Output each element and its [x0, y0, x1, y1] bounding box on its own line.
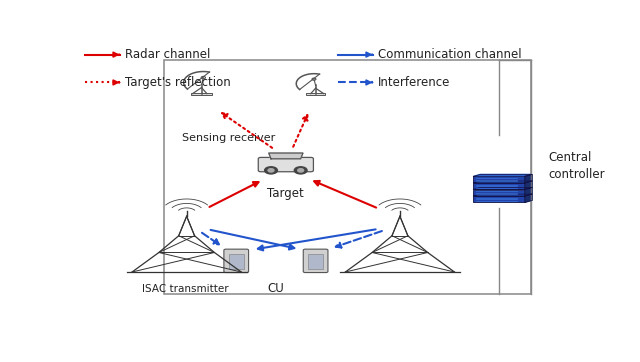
Polygon shape [525, 174, 532, 183]
Text: Sensing receiver: Sensing receiver [182, 133, 275, 143]
Bar [474, 190, 525, 196]
Polygon shape [474, 194, 532, 196]
Text: Target's reflection: Target's reflection [125, 76, 230, 89]
Bar [474, 183, 525, 189]
Polygon shape [525, 194, 532, 202]
Text: Target: Target [268, 188, 304, 201]
Circle shape [298, 169, 303, 172]
Bar [308, 254, 323, 269]
FancyBboxPatch shape [303, 249, 328, 273]
Text: ISAC transmitter: ISAC transmitter [142, 284, 228, 294]
Polygon shape [269, 153, 303, 159]
Polygon shape [474, 188, 532, 190]
Bar [306, 93, 325, 94]
Circle shape [268, 169, 274, 172]
Circle shape [264, 167, 277, 174]
Bar [191, 93, 212, 94]
Text: Central
controller: Central controller [548, 151, 605, 181]
Bar [228, 254, 244, 269]
FancyBboxPatch shape [259, 157, 314, 172]
Text: Communication channel: Communication channel [378, 48, 521, 61]
Text: Radar channel: Radar channel [125, 48, 210, 61]
Text: Interference: Interference [378, 76, 450, 89]
Bar [474, 176, 525, 183]
Bar [164, 60, 531, 294]
Polygon shape [525, 181, 532, 189]
FancyBboxPatch shape [224, 249, 248, 273]
Polygon shape [474, 174, 532, 176]
Polygon shape [525, 188, 532, 196]
Text: CU: CU [268, 282, 284, 295]
Polygon shape [474, 181, 532, 183]
Bar [474, 196, 525, 202]
Circle shape [294, 167, 307, 174]
